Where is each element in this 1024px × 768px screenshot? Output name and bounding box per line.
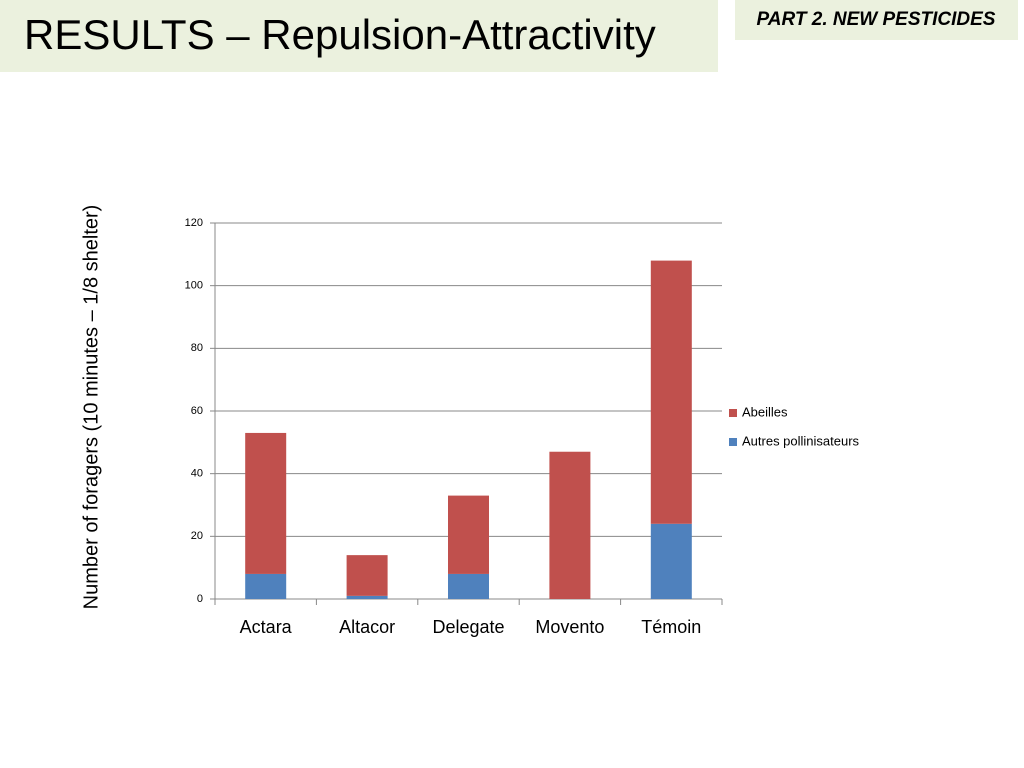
x-tick-label: Témoin [641,617,701,637]
x-tick-label: Altacor [339,617,395,637]
bar-segment [346,595,388,599]
bar-segment [549,451,591,599]
section-box [735,0,1018,40]
y-tick-label: 40 [191,468,203,480]
bar-segment [448,573,489,599]
x-tick-label: Movento [535,617,604,637]
bar-segment [448,495,489,574]
bar-segment [346,555,388,596]
y-tick-label: 100 [185,280,203,292]
section-label: PART 2. NEW PESTICIDES [757,9,996,30]
bar-segment [650,523,692,599]
bar-segment [245,432,287,574]
y-tick-label: 80 [191,342,203,354]
bar-segment [650,260,692,524]
y-tick-label: 60 [191,405,203,417]
legend-label: Abeilles [742,404,788,419]
y-tick-label: 0 [197,593,203,605]
legend-swatch [729,409,737,417]
x-tick-label: Actara [240,617,293,637]
x-tick-label: Delegate [432,617,504,637]
title-box [0,0,718,72]
legend-swatch [729,438,737,446]
slide-title: RESULTS – Repulsion-Attractivity [24,11,656,58]
legend-label: Autres pollinisateurs [742,433,860,448]
y-axis-label: Number of foragers (10 minutes – 1/8 she… [80,205,102,610]
bar-segment [245,573,287,599]
y-tick-label: 120 [185,217,203,229]
y-tick-label: 20 [191,530,203,542]
